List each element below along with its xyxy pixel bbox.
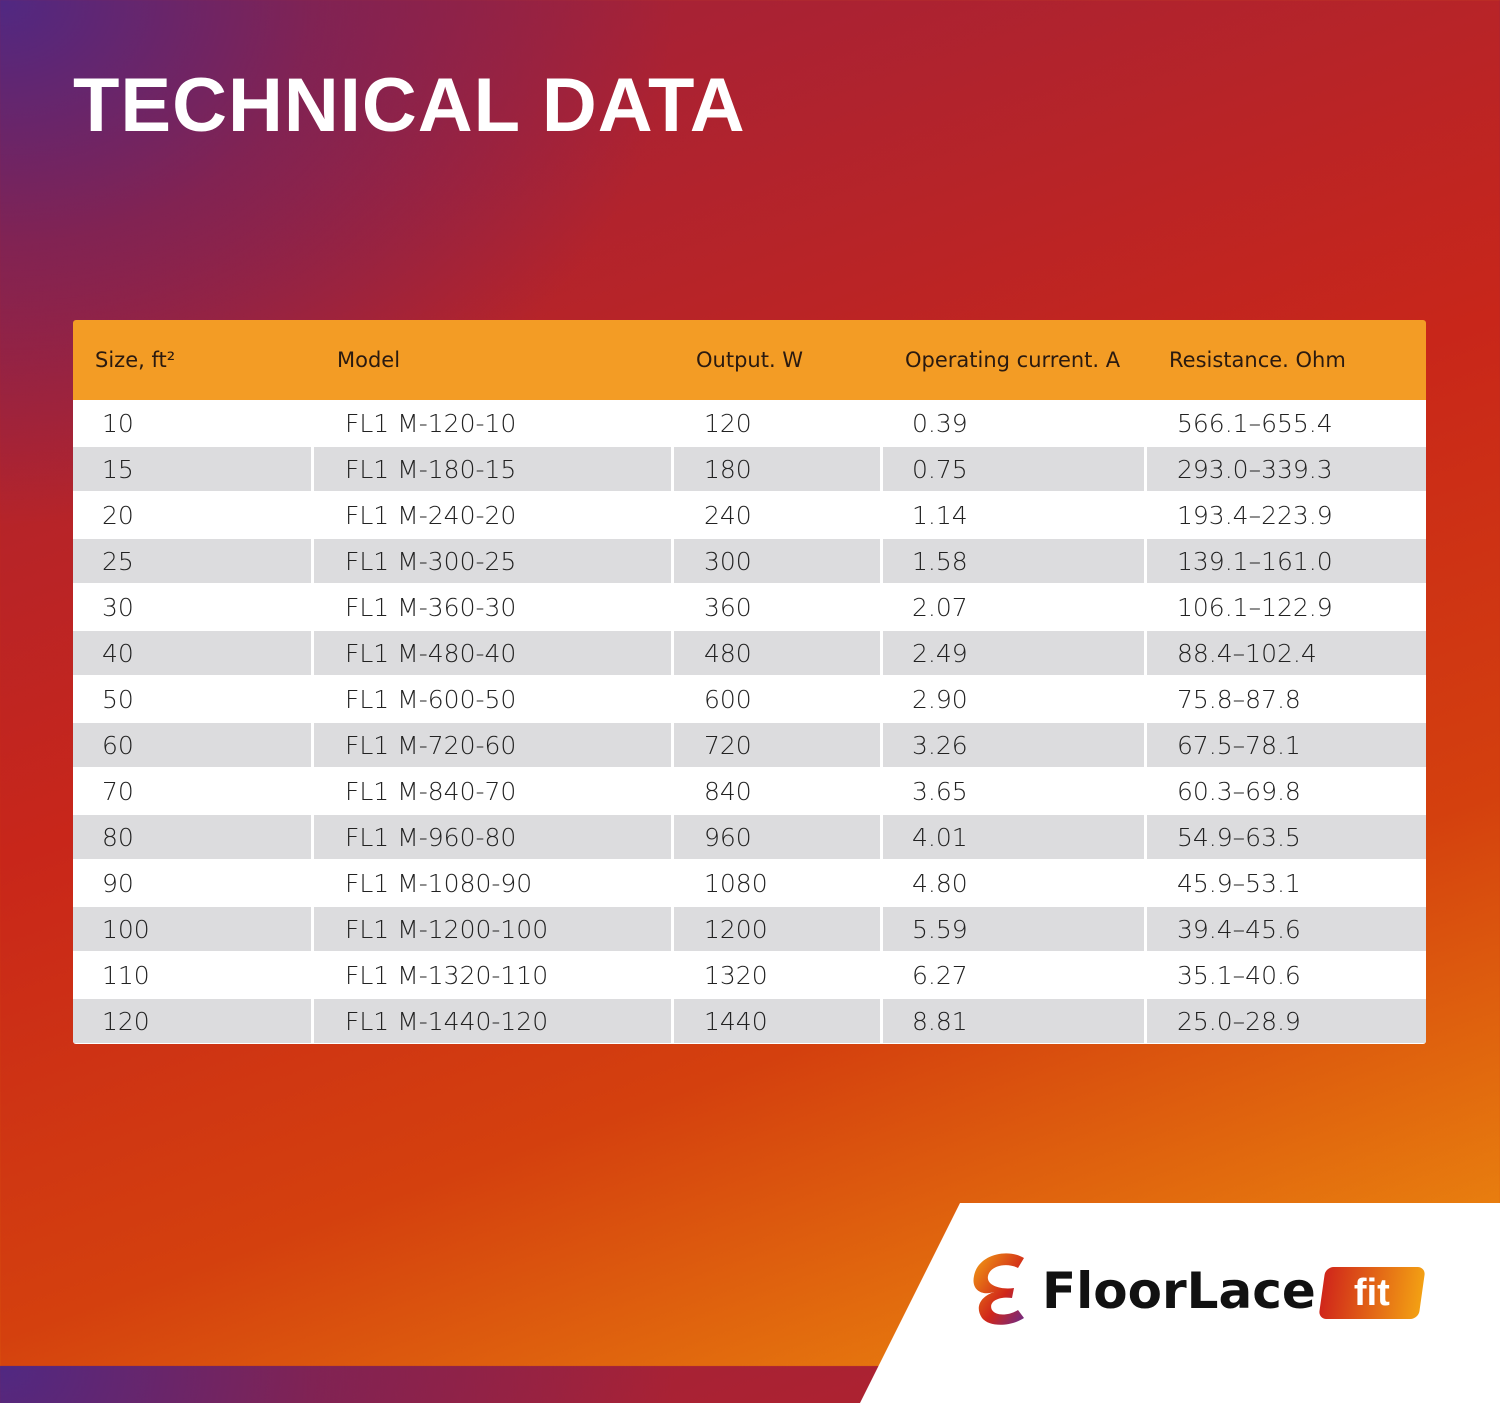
cell-output: 120 (674, 401, 880, 445)
ribbon-e-logo-icon (973, 1253, 1024, 1325)
brand-name: FloorLace (1042, 1262, 1316, 1320)
table-row: 70 FL1 M-840-70 840 3.65 60.3–69.8 (73, 768, 1426, 814)
cell-size: 10 (73, 401, 311, 445)
cell-resistance: 75.8–87.8 (1147, 677, 1426, 721)
cell-resistance: 39.4–45.6 (1147, 907, 1426, 951)
cell-resistance: 67.5–78.1 (1147, 723, 1426, 767)
table-row: 20 FL1 M-240-20 240 1.14 193.4–223.9 (73, 492, 1426, 538)
table-row: 60 FL1 M-720-60 720 3.26 67.5–78.1 (73, 722, 1426, 768)
cell-model: FL1 M-180-15 (314, 447, 671, 491)
cell-size: 25 (73, 539, 311, 583)
table-row: 100 FL1 M-1200-100 1200 5.59 39.4–45.6 (73, 906, 1426, 952)
table-body: 10 FL1 M-120-10 120 0.39 566.1–655.4 15 FL1 M-… (73, 400, 1426, 1044)
cell-output: 1200 (674, 907, 880, 951)
cell-size: 60 (73, 723, 311, 767)
cell-output: 1440 (674, 999, 880, 1043)
table-row: 40 FL1 M-480-40 480 2.49 88.4–102.4 (73, 630, 1426, 676)
table-row: 10 FL1 M-120-10 120 0.39 566.1–655.4 (73, 400, 1426, 446)
cell-resistance: 293.0–339.3 (1147, 447, 1426, 491)
technical-data-table: Size, ft² Model Output. W Operating curr… (73, 320, 1426, 1044)
table-row: 90 FL1 M-1080-90 1080 4.80 45.9–53.1 (73, 860, 1426, 906)
cell-output: 480 (674, 631, 880, 675)
cell-model: FL1 M-1440-120 (314, 999, 671, 1043)
table-row: 80 FL1 M-960-80 960 4.01 54.9–63.5 (73, 814, 1426, 860)
cell-model: FL1 M-600-50 (314, 677, 671, 721)
cell-model: FL1 M-720-60 (314, 723, 671, 767)
fit-badge-label: fit (1354, 1271, 1390, 1314)
cell-size: 110 (73, 953, 311, 997)
cell-resistance: 139.1–161.0 (1147, 539, 1426, 583)
cell-output: 960 (674, 815, 880, 859)
cell-current: 3.26 (883, 723, 1144, 767)
cell-current: 1.14 (883, 493, 1144, 537)
cell-output: 1320 (674, 953, 880, 997)
cell-size: 80 (73, 815, 311, 859)
cell-current: 4.80 (883, 861, 1144, 905)
cell-size: 100 (73, 907, 311, 951)
cell-resistance: 106.1–122.9 (1147, 585, 1426, 629)
cell-current: 8.81 (883, 999, 1144, 1043)
cell-output: 180 (674, 447, 880, 491)
cell-output: 600 (674, 677, 880, 721)
cell-model: FL1 M-480-40 (314, 631, 671, 675)
cell-model: FL1 M-1320-110 (314, 953, 671, 997)
cell-resistance: 25.0–28.9 (1147, 999, 1426, 1043)
cell-current: 0.75 (883, 447, 1144, 491)
cell-size: 20 (73, 493, 311, 537)
header-model: Model (337, 348, 401, 372)
cell-current: 2.90 (883, 677, 1144, 721)
cell-size: 15 (73, 447, 311, 491)
table-row: 15 FL1 M-180-15 180 0.75 293.0–339.3 (73, 446, 1426, 492)
table-row: 30 FL1 M-360-30 360 2.07 106.1–122.9 (73, 584, 1426, 630)
cell-model: FL1 M-1200-100 (314, 907, 671, 951)
table-row: 25 FL1 M-300-25 300 1.58 139.1–161.0 (73, 538, 1426, 584)
cell-model: FL1 M-120-10 (314, 401, 671, 445)
table-row: 110 FL1 M-1320-110 1320 6.27 35.1–40.6 (73, 952, 1426, 998)
cell-model: FL1 M-300-25 (314, 539, 671, 583)
cell-size: 50 (73, 677, 311, 721)
cell-resistance: 60.3–69.8 (1147, 769, 1426, 813)
cell-output: 840 (674, 769, 880, 813)
cell-size: 120 (73, 999, 311, 1043)
header-size: Size, ft² (95, 348, 176, 372)
cell-output: 1080 (674, 861, 880, 905)
cell-model: FL1 M-1080-90 (314, 861, 671, 905)
table-row: 50 FL1 M-600-50 600 2.90 75.8–87.8 (73, 676, 1426, 722)
cell-current: 2.49 (883, 631, 1144, 675)
cell-model: FL1 M-840-70 (314, 769, 671, 813)
fit-badge: fit (1318, 1267, 1426, 1319)
cell-current: 3.65 (883, 769, 1144, 813)
cell-output: 240 (674, 493, 880, 537)
cell-output: 720 (674, 723, 880, 767)
cell-resistance: 193.4–223.9 (1147, 493, 1426, 537)
cell-current: 2.07 (883, 585, 1144, 629)
cell-current: 1.58 (883, 539, 1144, 583)
table-row: 120 FL1 M-1440-120 1440 8.81 25.0–28.9 (73, 998, 1426, 1044)
header-resistance: Resistance. Ohm (1169, 348, 1346, 372)
cell-size: 90 (73, 861, 311, 905)
cell-current: 6.27 (883, 953, 1144, 997)
cell-resistance: 566.1–655.4 (1147, 401, 1426, 445)
cell-current: 4.01 (883, 815, 1144, 859)
page-title: TECHNICAL DATA (73, 63, 746, 148)
cell-current: 0.39 (883, 401, 1144, 445)
table-header: Size, ft² Model Output. W Operating curr… (73, 320, 1426, 400)
cell-resistance: 45.9–53.1 (1147, 861, 1426, 905)
cell-resistance: 54.9–63.5 (1147, 815, 1426, 859)
cell-model: FL1 M-240-20 (314, 493, 671, 537)
cell-resistance: 35.1–40.6 (1147, 953, 1426, 997)
cell-resistance: 88.4–102.4 (1147, 631, 1426, 675)
header-output: Output. W (696, 348, 804, 372)
header-current: Operating current. A (905, 348, 1121, 372)
cell-size: 30 (73, 585, 311, 629)
cell-output: 300 (674, 539, 880, 583)
cell-model: FL1 M-960-80 (314, 815, 671, 859)
cell-size: 40 (73, 631, 311, 675)
cell-current: 5.59 (883, 907, 1144, 951)
cell-size: 70 (73, 769, 311, 813)
cell-model: FL1 M-360-30 (314, 585, 671, 629)
cell-output: 360 (674, 585, 880, 629)
